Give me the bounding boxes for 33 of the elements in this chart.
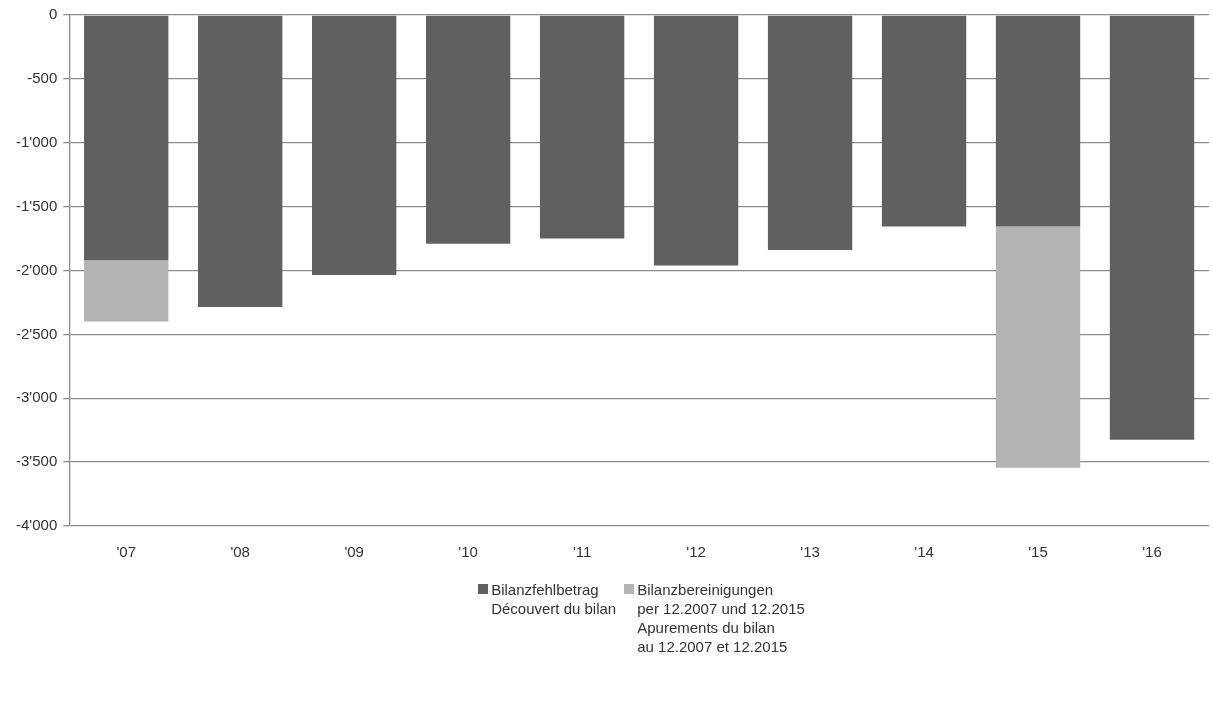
bar bbox=[995, 15, 1081, 227]
bar bbox=[1109, 15, 1195, 440]
x-tick-label: '11 bbox=[572, 543, 592, 561]
y-tick-label: -3'000 bbox=[15, 388, 58, 406]
x-tick-label: '13 bbox=[800, 543, 820, 561]
bar bbox=[198, 15, 283, 307]
x-tick-label: '15 bbox=[1028, 543, 1048, 561]
x-tick-label: '09 bbox=[344, 543, 364, 561]
x-tick-label: '10 bbox=[458, 543, 478, 561]
x-tick-label: '08 bbox=[230, 543, 250, 561]
bar bbox=[653, 15, 739, 266]
y-tick-label: 0 bbox=[48, 5, 58, 23]
y-tick-label: -4'000 bbox=[15, 516, 58, 534]
bar bbox=[881, 15, 967, 227]
bar bbox=[84, 15, 169, 261]
legend-label: Bilanzbereinigungen per 12.2007 und 12.2015 Apurements du bilan au 12.2007 et 12.2015 bbox=[637, 580, 805, 656]
y-tick-label: -1'000 bbox=[15, 132, 58, 150]
y-tick-label: -3'500 bbox=[15, 452, 58, 470]
x-tick-label: '07 bbox=[116, 543, 136, 561]
x-tick-label: '16 bbox=[1142, 543, 1162, 561]
x-tick-label: '12 bbox=[686, 543, 706, 561]
x-tick-label: '14 bbox=[914, 543, 934, 561]
y-tick-label: -1'500 bbox=[15, 196, 58, 214]
bar bbox=[539, 15, 625, 239]
y-tick-label: -2'000 bbox=[15, 260, 58, 278]
y-tick-label: -2'500 bbox=[15, 324, 58, 342]
bar bbox=[84, 260, 169, 322]
bar bbox=[425, 15, 511, 244]
legend-label: Bilanzfehlbetrag Découvert du bilan bbox=[491, 580, 617, 618]
bar bbox=[995, 226, 1081, 468]
bar bbox=[767, 15, 853, 251]
bar bbox=[312, 15, 397, 275]
y-tick-label: -500 bbox=[27, 69, 58, 87]
